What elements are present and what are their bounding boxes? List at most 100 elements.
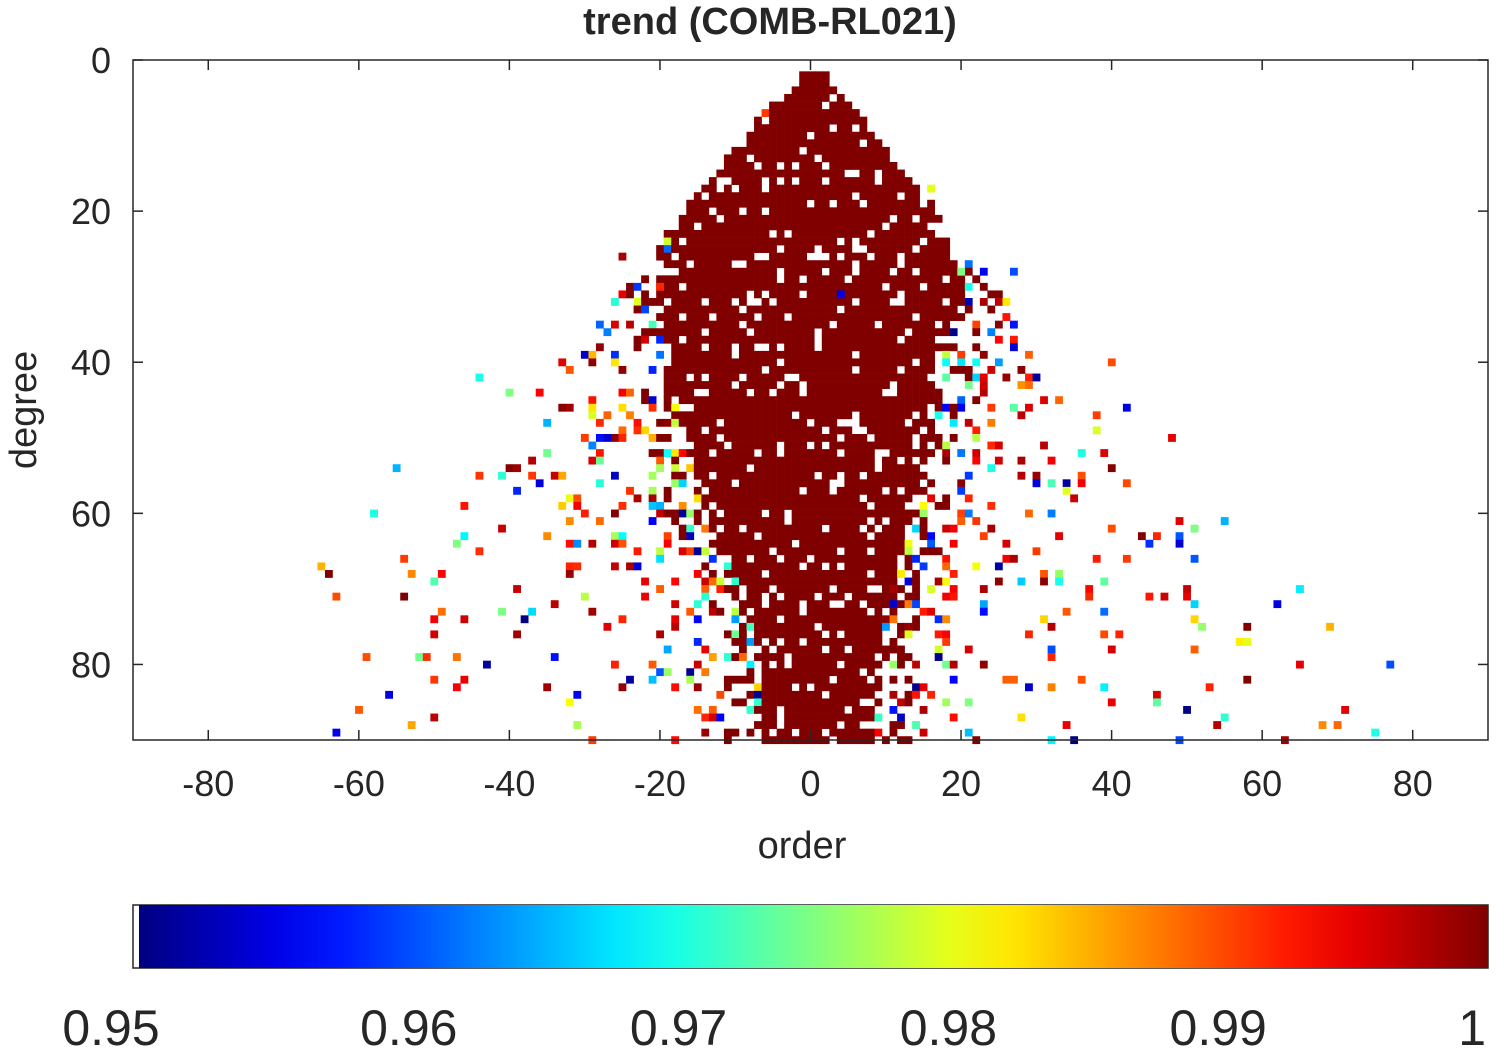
heatmap-cell [754, 479, 762, 488]
heatmap-cell [769, 214, 777, 223]
heatmap-cell [754, 139, 762, 148]
heatmap-cell [738, 154, 747, 163]
heatmap-cell [754, 146, 762, 155]
heatmap-cell [859, 131, 868, 140]
heatmap-cell [769, 690, 777, 699]
heatmap-cell [866, 449, 875, 457]
heatmap-cell [746, 728, 755, 737]
heatmap-cell [626, 562, 634, 571]
heatmap-cell [573, 690, 582, 699]
heatmap-cell [882, 479, 890, 488]
heatmap-cell [897, 169, 905, 178]
heatmap-cell [708, 320, 717, 329]
heatmap-cell [821, 366, 830, 374]
heatmap-cell [866, 290, 875, 299]
heatmap-cell [784, 101, 792, 110]
heatmap-cell [656, 434, 665, 442]
heatmap-cell [769, 502, 777, 510]
heatmap-cell [814, 109, 823, 117]
heatmap-cell [897, 358, 905, 367]
heatmap-cell [927, 539, 936, 548]
heatmap-cell [611, 539, 619, 548]
heatmap-cell [686, 237, 695, 246]
heatmap-cell [882, 245, 890, 253]
heatmap-cell [738, 547, 747, 556]
heatmap-cell [942, 441, 951, 450]
heatmap-cell [889, 313, 898, 321]
heatmap-cell [754, 509, 762, 518]
heatmap-cell [1040, 396, 1048, 405]
heatmap-cell [791, 441, 800, 450]
heatmap-cell [686, 524, 695, 533]
heatmap-cell [723, 305, 732, 314]
heatmap-cell [859, 169, 868, 178]
heatmap-cell [851, 615, 860, 624]
heatmap-cell [912, 486, 920, 495]
heatmap-cell [957, 486, 966, 495]
heatmap-cell [806, 653, 815, 661]
heatmap-cell [806, 373, 815, 382]
heatmap-cell [844, 675, 853, 684]
heatmap-cell [580, 592, 589, 601]
heatmap-cell [859, 464, 868, 473]
heatmap-cell [769, 124, 777, 133]
heatmap-cell [686, 388, 695, 397]
heatmap-cell [595, 449, 604, 457]
heatmap-cell [919, 396, 928, 405]
heatmap-cell [912, 554, 920, 563]
heatmap-cell [859, 366, 868, 374]
heatmap-cell [754, 434, 762, 442]
heatmap-cell [844, 396, 853, 405]
heatmap-cell [829, 683, 838, 692]
heatmap-cell [784, 645, 792, 654]
heatmap-cell [889, 471, 898, 480]
heatmap-cell [814, 94, 823, 102]
heatmap-cell [889, 645, 898, 654]
heatmap-cell [1190, 615, 1199, 624]
heatmap-cell [738, 653, 747, 661]
heatmap-cell [829, 116, 838, 125]
heatmap-cell [754, 502, 762, 510]
heatmap-cell [851, 184, 860, 193]
heatmap-cell [904, 426, 913, 435]
heatmap-cell [836, 109, 845, 117]
heatmap-cell [912, 509, 920, 518]
heatmap-cell [716, 396, 725, 405]
heatmap-cell [874, 638, 883, 646]
heatmap-cell [723, 585, 732, 593]
x-tick-label: -80 [182, 763, 234, 804]
heatmap-cell [874, 615, 883, 624]
heatmap-cell [844, 638, 853, 646]
heatmap-cell [663, 260, 672, 269]
heatmap-cell [754, 464, 762, 473]
heatmap-cell [821, 668, 830, 677]
heatmap-cell [859, 532, 868, 541]
heatmap-cell [806, 124, 815, 133]
heatmap-cell [844, 494, 853, 503]
heatmap-cell [874, 267, 883, 276]
heatmap-cell [821, 698, 830, 707]
heatmap-cell [972, 517, 981, 525]
heatmap-cell [829, 358, 838, 367]
heatmap-cell [535, 388, 544, 397]
y-axis-label: degree [3, 351, 45, 469]
heatmap-cell [723, 570, 732, 578]
heatmap-cell [1333, 721, 1342, 729]
heatmap-cell [821, 653, 830, 661]
heatmap-cell [851, 131, 860, 140]
heatmap-cell [836, 116, 845, 125]
heatmap-cell [814, 305, 823, 314]
heatmap-cell [723, 282, 732, 291]
heatmap-cell [919, 524, 928, 533]
heatmap-cell [723, 267, 732, 276]
heatmap-cell [686, 675, 695, 684]
heatmap-cell [776, 320, 785, 329]
heatmap-cell [784, 245, 792, 253]
heatmap-cell [731, 146, 740, 155]
heatmap-cell [738, 230, 747, 238]
heatmap-cell [791, 554, 800, 563]
heatmap-cell [814, 668, 823, 677]
heatmap-cell [708, 600, 717, 609]
heatmap-cell [919, 562, 928, 571]
heatmap-cell [799, 713, 808, 722]
